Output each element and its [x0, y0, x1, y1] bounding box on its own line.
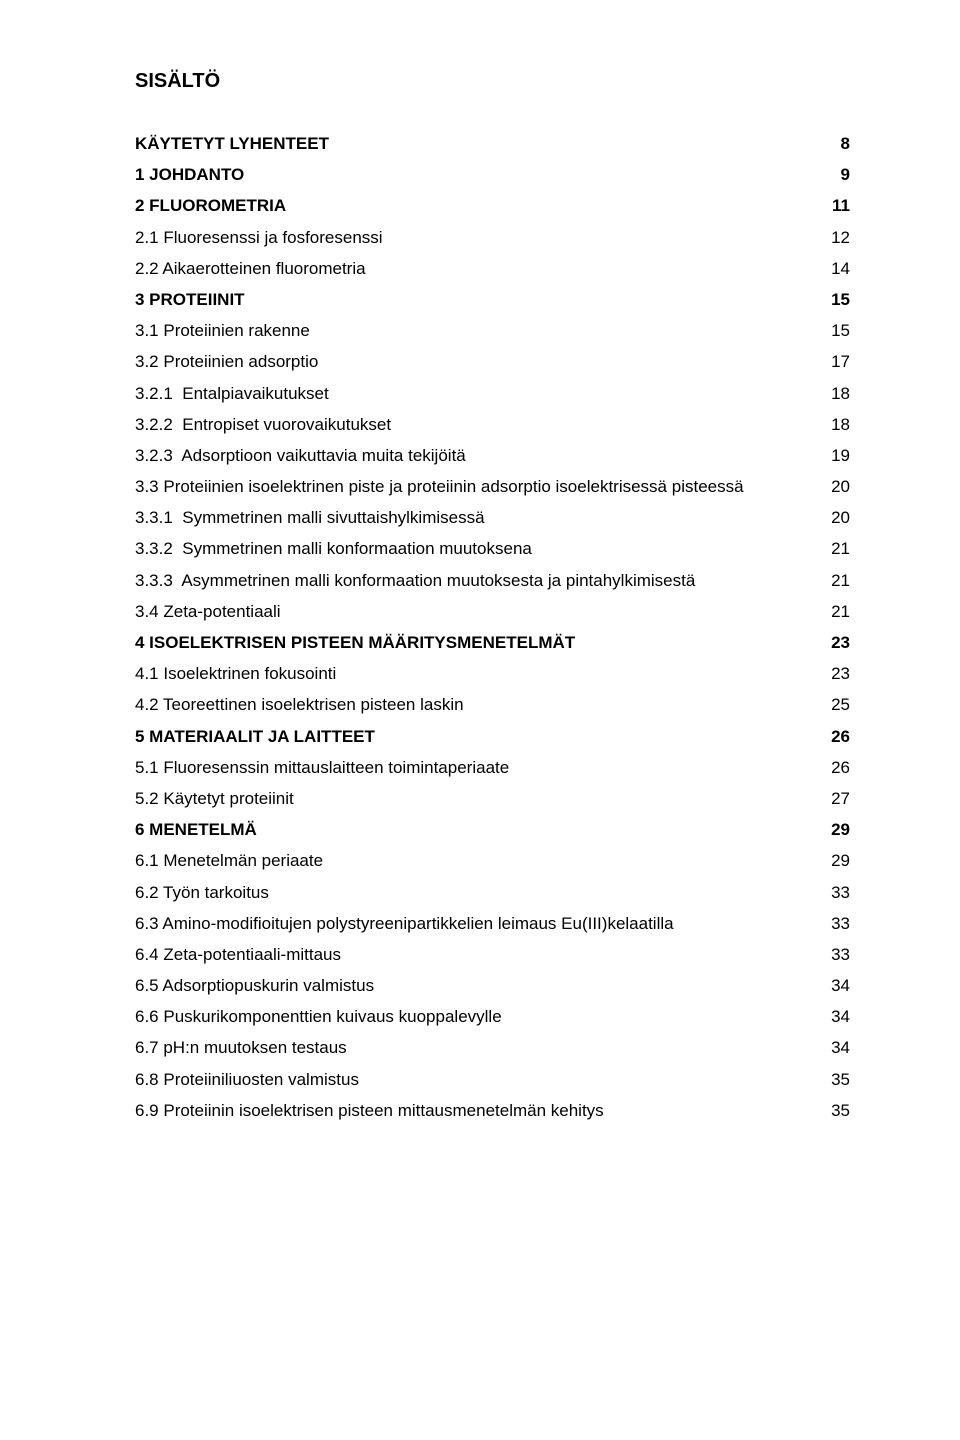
toc-label: 6.3 Amino-modifioitujen polystyreenipart… — [135, 915, 674, 932]
toc-row: 1 JOHDANTO 9 — [135, 166, 850, 183]
toc-row: 6.2 Työn tarkoitus 33 — [135, 884, 850, 901]
toc-page: 35 — [819, 1071, 850, 1088]
toc-label: 3.3 Proteiinien isoelektrinen piste ja p… — [135, 478, 744, 495]
toc-row: 6.6 Puskurikomponenttien kuivaus kuoppal… — [135, 1008, 850, 1025]
toc-label: 4.1 Isoelektrinen fokusointi — [135, 665, 336, 682]
toc-page: 14 — [819, 260, 850, 277]
toc-label: 6.4 Zeta-potentiaali-mittaus — [135, 946, 341, 963]
toc-page: 8 — [829, 135, 850, 152]
toc-label: 3.4 Zeta-potentiaali — [135, 603, 281, 620]
toc-page: 23 — [819, 634, 850, 651]
toc-row: 4.2 Teoreettinen isoelektrisen pisteen l… — [135, 696, 850, 713]
toc-row: 6.4 Zeta-potentiaali-mittaus 33 — [135, 946, 850, 963]
toc-label: 6.9 Proteiinin isoelektrisen pisteen mit… — [135, 1102, 604, 1119]
toc-page: 33 — [819, 946, 850, 963]
toc-page: 33 — [819, 884, 850, 901]
toc-label: 2.1 Fluoresenssi ja fosforesenssi — [135, 229, 383, 246]
toc-label: 3.1 Proteiinien rakenne — [135, 322, 310, 339]
toc-page: 29 — [819, 852, 850, 869]
toc-row: 5.2 Käytetyt proteiinit 27 — [135, 790, 850, 807]
toc-row: 2.2 Aikaerotteinen fluorometria 14 — [135, 260, 850, 277]
toc-row: 4 ISOELEKTRISEN PISTEEN MÄÄRITYSMENETELM… — [135, 634, 850, 651]
toc-page: 26 — [819, 728, 850, 745]
toc-label: 6.8 Proteiiniliuosten valmistus — [135, 1071, 359, 1088]
toc-label: 5.1 Fluoresenssin mittauslaitteen toimin… — [135, 759, 509, 776]
toc-page: 21 — [819, 603, 850, 620]
toc-label: 3.3.2 Symmetrinen malli konformaation mu… — [135, 540, 532, 557]
toc-row: 3.2.1 Entalpiavaikutukset 18 — [135, 385, 850, 402]
toc-row: 3.3.2 Symmetrinen malli konformaation mu… — [135, 540, 850, 557]
toc-row: 6.8 Proteiiniliuosten valmistus 35 — [135, 1071, 850, 1088]
toc-row: 3.3 Proteiinien isoelektrinen piste ja p… — [135, 478, 850, 495]
toc-page: 21 — [819, 572, 850, 589]
toc-page: 20 — [819, 478, 850, 495]
toc-page: 19 — [819, 447, 850, 464]
toc-label: 3 PROTEIINIT — [135, 291, 245, 308]
toc-row: 6.3 Amino-modifioitujen polystyreenipart… — [135, 915, 850, 932]
toc-label: 6.2 Työn tarkoitus — [135, 884, 269, 901]
toc-label: 2.2 Aikaerotteinen fluorometria — [135, 260, 366, 277]
toc-page: 34 — [819, 1008, 850, 1025]
toc-page: 12 — [819, 229, 850, 246]
toc-label: 3.2.2 Entropiset vuorovaikutukset — [135, 416, 391, 433]
toc-page: 15 — [819, 291, 850, 308]
toc-page: 25 — [819, 696, 850, 713]
toc-page: 18 — [819, 385, 850, 402]
toc-page: 18 — [819, 416, 850, 433]
toc-row: 3.3.3 Asymmetrinen malli konformaation m… — [135, 572, 850, 589]
toc-label: 6.1 Menetelmän periaate — [135, 852, 323, 869]
toc-label: 4 ISOELEKTRISEN PISTEEN MÄÄRITYSMENETELM… — [135, 634, 575, 651]
toc-label: 1 JOHDANTO — [135, 166, 244, 183]
doc-title: SISÄLTÖ — [135, 70, 850, 93]
toc-row: 5 MATERIAALIT JA LAITTEET 26 — [135, 728, 850, 745]
toc-label: 6.7 pH:n muutoksen testaus — [135, 1039, 347, 1056]
toc-row: 3.2 Proteiinien adsorptio 17 — [135, 353, 850, 370]
toc-page: 20 — [819, 509, 850, 526]
toc-row: 3.2.3 Adsorptioon vaikuttavia muita teki… — [135, 447, 850, 464]
toc-row: 5.1 Fluoresenssin mittauslaitteen toimin… — [135, 759, 850, 776]
toc-row: 6.5 Adsorptiopuskurin valmistus 34 — [135, 977, 850, 994]
toc-label: 6.5 Adsorptiopuskurin valmistus — [135, 977, 374, 994]
toc-row: 6.9 Proteiinin isoelektrisen pisteen mit… — [135, 1102, 850, 1119]
toc-label: KÄYTETYT LYHENTEET — [135, 135, 329, 152]
toc-row: 4.1 Isoelektrinen fokusointi 23 — [135, 665, 850, 682]
toc-label: 3.2 Proteiinien adsorptio — [135, 353, 318, 370]
toc-page: 35 — [819, 1102, 850, 1119]
toc-page: 29 — [819, 821, 850, 838]
toc-label: 6.6 Puskurikomponenttien kuivaus kuoppal… — [135, 1008, 502, 1025]
toc-label: 3.3.3 Asymmetrinen malli konformaation m… — [135, 572, 695, 589]
toc-page: 15 — [819, 322, 850, 339]
toc-label: 3.3.1 Symmetrinen malli sivuttaishylkimi… — [135, 509, 485, 526]
toc-row: 3.3.1 Symmetrinen malli sivuttaishylkimi… — [135, 509, 850, 526]
toc-row: 6.7 pH:n muutoksen testaus 34 — [135, 1039, 850, 1056]
toc-label: 5.2 Käytetyt proteiinit — [135, 790, 294, 807]
toc-page: 27 — [819, 790, 850, 807]
toc-label: 6 MENETELMÄ — [135, 821, 257, 838]
toc-row: 6 MENETELMÄ 29 — [135, 821, 850, 838]
toc-label: 3.2.3 Adsorptioon vaikuttavia muita teki… — [135, 447, 466, 464]
toc-page: 26 — [819, 759, 850, 776]
toc-row: 2 FLUOROMETRIA 11 — [135, 197, 850, 214]
toc-row: KÄYTETYT LYHENTEET 8 — [135, 135, 850, 152]
toc-page: 17 — [819, 353, 850, 370]
toc-page: 21 — [819, 540, 850, 557]
toc-row: 3 PROTEIINIT 15 — [135, 291, 850, 308]
toc-page: 9 — [829, 166, 850, 183]
toc-page: 34 — [819, 977, 850, 994]
toc-row: 2.1 Fluoresenssi ja fosforesenssi 12 — [135, 229, 850, 246]
toc-label: 5 MATERIAALIT JA LAITTEET — [135, 728, 375, 745]
toc-row: 3.4 Zeta-potentiaali 21 — [135, 603, 850, 620]
toc-page: 23 — [819, 665, 850, 682]
toc-page: 33 — [819, 915, 850, 932]
toc-label: 3.2.1 Entalpiavaikutukset — [135, 385, 329, 402]
table-of-contents: KÄYTETYT LYHENTEET 8 1 JOHDANTO 9 2 FLUOROME… — [135, 135, 850, 1119]
toc-row: 3.2.2 Entropiset vuorovaikutukset 18 — [135, 416, 850, 433]
toc-page: 11 — [820, 197, 850, 214]
toc-row: 3.1 Proteiinien rakenne 15 — [135, 322, 850, 339]
toc-label: 2 FLUOROMETRIA — [135, 197, 286, 214]
toc-label: 4.2 Teoreettinen isoelektrisen pisteen l… — [135, 696, 464, 713]
toc-row: 6.1 Menetelmän periaate 29 — [135, 852, 850, 869]
toc-page: 34 — [819, 1039, 850, 1056]
